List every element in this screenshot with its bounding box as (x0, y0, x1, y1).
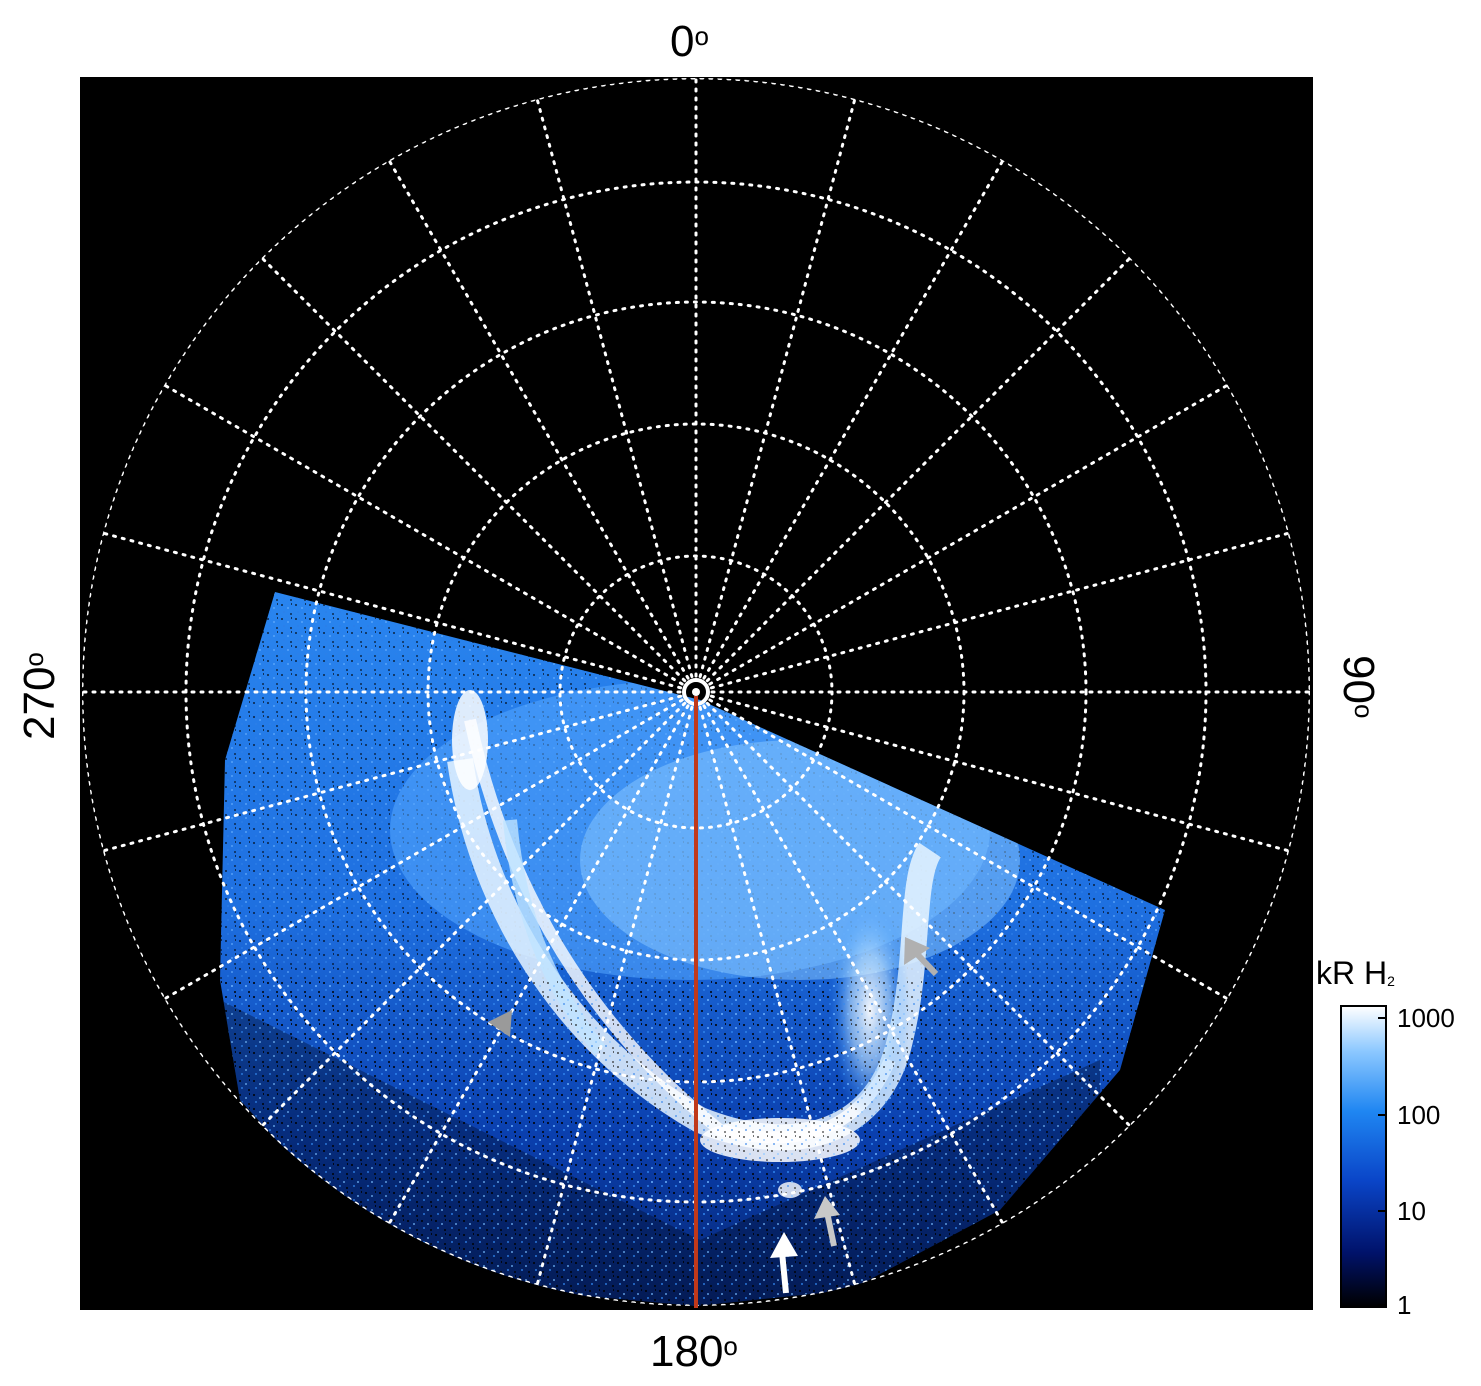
longitude-line (702, 158, 1005, 680)
longitude-line (535, 97, 694, 679)
longitude-line (698, 705, 857, 1287)
arrowhead-gray-left (488, 1010, 512, 1037)
arrow-white-left (770, 1232, 798, 1294)
longitude-line (260, 701, 687, 1128)
label-90-degrees: 90o (1334, 655, 1383, 719)
longitude-line (387, 158, 690, 680)
longitude-line (702, 704, 1005, 1226)
longitude-line (698, 97, 857, 679)
longitude-line (705, 256, 1132, 683)
colorbar-tick-1000: 1000 (1397, 1003, 1455, 1033)
longitude-line (162, 698, 684, 1001)
longitude-line (260, 256, 687, 683)
longitude-line (162, 383, 684, 686)
colorbar-tick-10: 10 (1397, 1196, 1426, 1226)
longitude-line (387, 704, 690, 1226)
colorbar-title: kR H2 (1316, 955, 1395, 991)
arrow-gray-bottom (814, 1196, 840, 1247)
longitude-line (709, 531, 1291, 690)
colorbar-tick-1: 1 (1397, 1290, 1412, 1320)
arrow-gray-right (904, 937, 939, 977)
longitude-line (709, 694, 1291, 853)
label-270-degrees: 270o (15, 652, 64, 740)
colorbar (1340, 1005, 1387, 1308)
longitude-line (705, 701, 1132, 1128)
longitude-line (708, 698, 1230, 1001)
longitude-line (535, 705, 694, 1287)
colorbar-ticks (1378, 1017, 1386, 1306)
colorbar-tick-100: 100 (1397, 1100, 1441, 1130)
longitude-line (101, 694, 683, 853)
longitude-lines (80, 76, 1312, 1308)
longitude-line (708, 383, 1230, 686)
longitude-line (101, 531, 683, 690)
label-180-degrees: 180o (650, 1327, 738, 1376)
label-0-degrees: 0o (670, 17, 709, 66)
